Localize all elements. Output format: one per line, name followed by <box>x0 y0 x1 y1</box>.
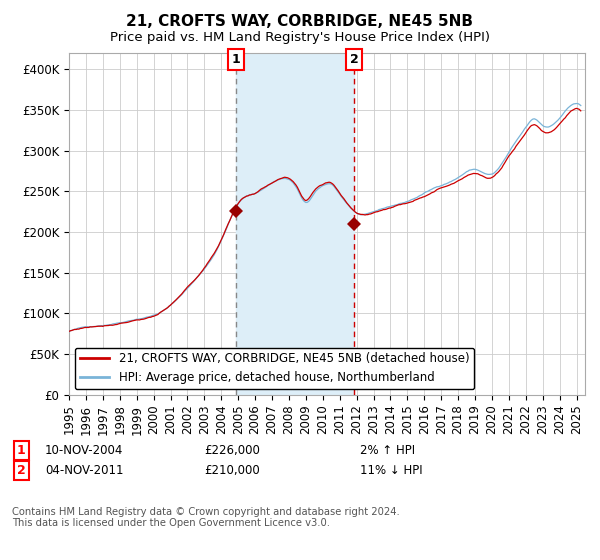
Text: 10-NOV-2004: 10-NOV-2004 <box>45 444 124 458</box>
Text: 11% ↓ HPI: 11% ↓ HPI <box>360 464 422 477</box>
Text: £226,000: £226,000 <box>204 444 260 458</box>
Legend: 21, CROFTS WAY, CORBRIDGE, NE45 5NB (detached house), HPI: Average price, detach: 21, CROFTS WAY, CORBRIDGE, NE45 5NB (det… <box>75 348 474 389</box>
Text: £210,000: £210,000 <box>204 464 260 477</box>
Text: Contains HM Land Registry data © Crown copyright and database right 2024.
This d: Contains HM Land Registry data © Crown c… <box>12 507 400 529</box>
Text: 2% ↑ HPI: 2% ↑ HPI <box>360 444 415 458</box>
Text: 2: 2 <box>17 464 25 477</box>
Text: 2: 2 <box>350 53 358 66</box>
Text: 21, CROFTS WAY, CORBRIDGE, NE45 5NB: 21, CROFTS WAY, CORBRIDGE, NE45 5NB <box>127 14 473 29</box>
Text: 1: 1 <box>17 444 25 458</box>
Text: 1: 1 <box>232 53 240 66</box>
Text: 04-NOV-2011: 04-NOV-2011 <box>45 464 124 477</box>
Text: Price paid vs. HM Land Registry's House Price Index (HPI): Price paid vs. HM Land Registry's House … <box>110 31 490 44</box>
Bar <box>236 53 354 395</box>
